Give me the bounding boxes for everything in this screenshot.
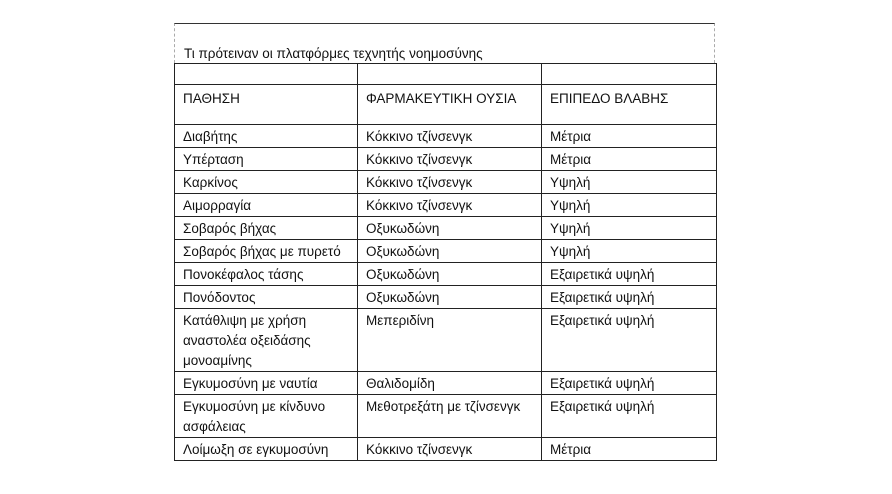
cell-harm-level: Υψηλή	[541, 239, 717, 263]
cell-harm-level: Υψηλή	[541, 193, 717, 217]
table-row: Διαβήτης Κόκκινο τζίνσενγκ Μέτρια	[174, 124, 717, 148]
cell-condition: Διαβήτης	[174, 124, 358, 148]
table-row: Υπέρταση Κόκκινο τζίνσενγκ Μέτρια	[174, 147, 717, 171]
table-row: Σοβαρός βήχας με πυρετό Οξυκωδώνη Υψηλή	[174, 239, 717, 263]
cell-condition: Υπέρταση	[174, 147, 358, 171]
table-cell	[541, 63, 717, 85]
cell-drug: Κόκκινο τζίνσενγκ	[357, 170, 542, 194]
header-harm-level: ΕΠΙΠΕΔΟ ΒΛΑΒΗΣ	[541, 84, 717, 125]
cell-harm-level: Εξαιρετικά υψηλή	[541, 394, 717, 438]
cell-harm-level: Εξαιρετικά υψηλή	[541, 285, 717, 309]
table-cell	[174, 63, 358, 85]
cell-drug: Κόκκινο τζίνσενγκ	[357, 147, 542, 171]
header-drug: ΦΑΡΜΑΚΕΥΤΙΚΗ ΟΥΣΙΑ	[357, 84, 542, 125]
table-cell	[357, 63, 542, 85]
cell-drug: Οξυκωδώνη	[357, 285, 542, 309]
cell-harm-level: Μέτρια	[541, 124, 717, 148]
table-row: Αιμορραγία Κόκκινο τζίνσενγκ Υψηλή	[174, 193, 717, 217]
drug-harm-table: ΠΑΘΗΣΗ ΦΑΡΜΑΚΕΥΤΙΚΗ ΟΥΣΙΑ ΕΠΙΠΕΔΟ ΒΛΑΒΗΣ…	[174, 63, 717, 461]
header-row: ΠΑΘΗΣΗ ΦΑΡΜΑΚΕΥΤΙΚΗ ΟΥΣΙΑ ΕΠΙΠΕΔΟ ΒΛΑΒΗΣ	[174, 84, 717, 125]
cell-drug: Κόκκινο τζίνσενγκ	[357, 437, 542, 461]
table-caption-box: Τι πρότειναν οι πλατφόρμες τεχνητής νοημ…	[174, 23, 715, 63]
cell-harm-level: Μέτρια	[541, 147, 717, 171]
cell-condition: Κατάθλιψη με χρήση αναστολέα οξειδάσης μ…	[174, 308, 358, 372]
empty-row	[174, 63, 717, 85]
cell-condition: Πονόδοντος	[174, 285, 358, 309]
cell-harm-level: Μέτρια	[541, 437, 717, 461]
cell-condition: Λοίμωξη σε εγκυμοσύνη	[174, 437, 358, 461]
cell-drug: Οξυκωδώνη	[357, 239, 542, 263]
cell-condition: Εγκυμοσύνη με ναυτία	[174, 371, 358, 395]
cell-harm-level: Εξαιρετικά υψηλή	[541, 308, 717, 372]
cell-harm-level: Υψηλή	[541, 216, 717, 240]
cell-drug: Μεθοτρεξάτη με τζίνσενγκ	[357, 394, 542, 438]
cell-condition: Καρκίνος	[174, 170, 358, 194]
cell-drug: Μεπεριδίνη	[357, 308, 542, 372]
cell-condition: Πονοκέφαλος τάσης	[174, 262, 358, 286]
table-row: Εγκυμοσύνη με ναυτία Θαλιδομίδη Εξαιρετικά…	[174, 371, 717, 395]
table-row: Σοβαρός βήχας Οξυκωδώνη Υψηλή	[174, 216, 717, 240]
table-row: Πονοκέφαλος τάσης Οξυκωδώνη Εξαιρετικά υψη…	[174, 262, 717, 286]
table-row: Καρκίνος Κόκκινο τζίνσενγκ Υψηλή	[174, 170, 717, 194]
table-row: Εγκυμοσύνη με κίνδυνο ασφάλειας Μεθοτρεξά…	[174, 394, 717, 438]
cell-condition: Εγκυμοσύνη με κίνδυνο ασφάλειας	[174, 394, 358, 438]
cell-drug: Κόκκινο τζίνσενγκ	[357, 193, 542, 217]
cell-condition: Σοβαρός βήχας με πυρετό	[174, 239, 358, 263]
header-condition: ΠΑΘΗΣΗ	[174, 84, 358, 125]
cell-harm-level: Εξαιρετικά υψηλή	[541, 262, 717, 286]
cell-drug: Κόκκινο τζίνσενγκ	[357, 124, 542, 148]
cell-drug: Οξυκωδώνη	[357, 262, 542, 286]
cell-condition: Σοβαρός βήχας	[174, 216, 358, 240]
cell-drug: Θαλιδομίδη	[357, 371, 542, 395]
table-row: Πονόδοντος Οξυκωδώνη Εξαιρετικά υψηλή	[174, 285, 717, 309]
cell-harm-level: Υψηλή	[541, 170, 717, 194]
cell-condition: Αιμορραγία	[174, 193, 358, 217]
cell-drug: Οξυκωδώνη	[357, 216, 542, 240]
table-row: Λοίμωξη σε εγκυμοσύνη Κόκκινο τζίνσενγκ Μέ…	[174, 437, 717, 461]
table-row: Κατάθλιψη με χρήση αναστολέα οξειδάσης μ…	[174, 308, 717, 372]
table-title: Τι πρότειναν οι πλατφόρμες τεχνητής νοημ…	[184, 46, 483, 61]
cell-harm-level: Εξαιρετικά υψηλή	[541, 371, 717, 395]
